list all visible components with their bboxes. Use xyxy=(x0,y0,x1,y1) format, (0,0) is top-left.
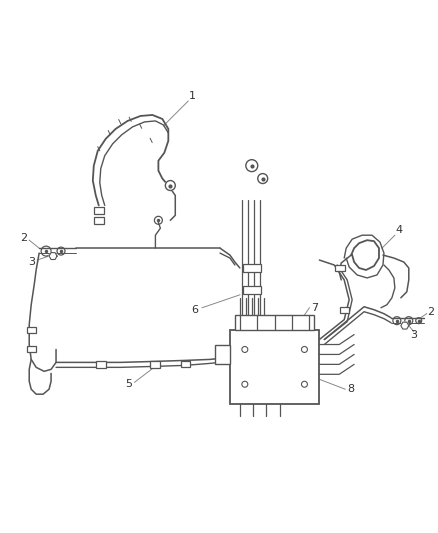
Text: 1: 1 xyxy=(189,91,196,101)
Text: 2: 2 xyxy=(427,306,434,317)
Bar xyxy=(27,327,35,333)
Bar xyxy=(94,217,104,224)
Circle shape xyxy=(246,160,258,172)
Bar xyxy=(340,307,349,313)
Bar xyxy=(181,361,190,367)
Circle shape xyxy=(258,174,268,183)
Bar xyxy=(150,361,160,368)
Circle shape xyxy=(165,181,175,190)
Text: 3: 3 xyxy=(410,329,417,340)
Text: 3: 3 xyxy=(28,257,35,267)
Bar xyxy=(230,329,319,404)
Bar xyxy=(235,314,314,329)
Text: 4: 4 xyxy=(395,225,403,235)
Text: 5: 5 xyxy=(125,379,132,389)
Bar xyxy=(215,344,230,365)
Bar xyxy=(243,264,261,272)
Bar xyxy=(335,264,345,271)
Text: 2: 2 xyxy=(20,233,27,243)
Polygon shape xyxy=(401,322,409,329)
Text: 6: 6 xyxy=(192,305,199,314)
Bar xyxy=(243,286,261,294)
Text: 8: 8 xyxy=(348,384,355,394)
Polygon shape xyxy=(49,253,57,260)
Text: 7: 7 xyxy=(311,303,318,313)
Bar xyxy=(96,361,106,368)
Bar xyxy=(27,346,35,352)
Bar xyxy=(94,207,104,214)
